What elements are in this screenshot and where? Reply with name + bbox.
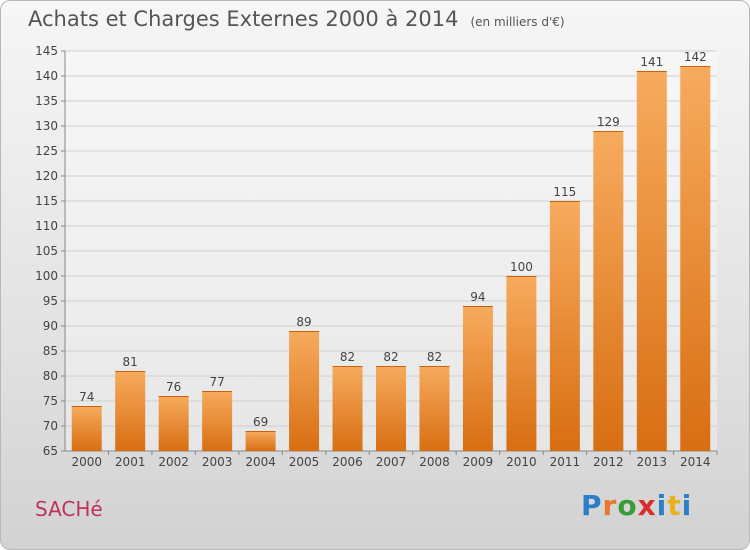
bar — [71, 406, 102, 451]
data-label: 77 — [209, 375, 224, 389]
y-tick-label: 105 — [35, 244, 58, 258]
y-tick-label: 80 — [43, 369, 58, 383]
y-tick-label: 115 — [35, 194, 58, 208]
x-tick-label: 2002 — [158, 455, 189, 469]
data-label: 74 — [79, 390, 94, 404]
x-tick-label: 2011 — [550, 455, 581, 469]
brand-letter: x — [637, 489, 657, 522]
bar — [158, 396, 189, 451]
x-tick-label: 2010 — [506, 455, 537, 469]
data-label: 69 — [253, 415, 268, 429]
data-label: 129 — [597, 115, 620, 129]
x-tick-label: 2007 — [376, 455, 407, 469]
bar — [419, 366, 450, 451]
chart-title-block: Achats et Charges Externes 2000 à 2014 (e… — [28, 7, 565, 31]
brand-letter: t — [667, 489, 682, 522]
brand-logo: Proxiti — [581, 489, 692, 522]
x-tick-label: 2014 — [680, 455, 711, 469]
bar — [245, 431, 276, 451]
y-tick-label: 145 — [35, 44, 58, 58]
data-label: 89 — [296, 315, 311, 329]
x-tick-label: 2004 — [245, 455, 276, 469]
data-label: 81 — [123, 355, 138, 369]
y-tick-label: 125 — [35, 144, 58, 158]
x-tick-label: 2003 — [202, 455, 233, 469]
data-label: 82 — [340, 350, 355, 364]
bar — [202, 391, 233, 451]
bar — [549, 201, 580, 451]
y-tick-label: 120 — [35, 169, 58, 183]
y-tick-label: 90 — [43, 319, 58, 333]
brand-letter: P — [581, 489, 603, 522]
bar — [115, 371, 146, 451]
x-tick-label: 2012 — [593, 455, 624, 469]
brand-letter: i — [656, 489, 668, 522]
y-tick-label: 100 — [35, 269, 58, 283]
x-tick-label: 2008 — [419, 455, 450, 469]
y-tick-label: 75 — [43, 394, 58, 408]
y-tick-label: 130 — [35, 119, 58, 133]
y-tick-label: 95 — [43, 294, 58, 308]
bar — [462, 306, 493, 451]
y-tick-label: 85 — [43, 344, 58, 358]
chart-subtitle: (en milliers d'€) — [470, 15, 565, 29]
chart-title: Achats et Charges Externes 2000 à 2014 — [28, 7, 459, 31]
bar — [636, 71, 667, 451]
data-label: 100 — [510, 260, 533, 274]
bar — [506, 276, 537, 451]
y-tick-label: 140 — [35, 69, 58, 83]
brand-letter: r — [602, 489, 618, 522]
x-tick-label: 2001 — [115, 455, 146, 469]
x-tick-label: 2009 — [463, 455, 494, 469]
data-label: 94 — [470, 290, 485, 304]
data-label: 141 — [640, 55, 663, 69]
x-tick-label: 2013 — [637, 455, 668, 469]
y-tick-label: 110 — [35, 219, 58, 233]
bar — [680, 66, 711, 451]
data-label: 76 — [166, 380, 181, 394]
bar — [593, 131, 624, 451]
y-tick-label: 135 — [35, 94, 58, 108]
data-label: 142 — [684, 50, 707, 64]
bar — [332, 366, 363, 451]
data-label: 82 — [427, 350, 442, 364]
bar — [376, 366, 406, 451]
data-label: 82 — [383, 350, 398, 364]
brand-letter: i — [681, 489, 693, 522]
x-tick-label: 2000 — [71, 455, 102, 469]
y-tick-label: 70 — [43, 419, 58, 433]
x-tick-label: 2005 — [289, 455, 320, 469]
data-label: 115 — [553, 185, 576, 199]
brand-letter: o — [617, 489, 638, 522]
place-name: SACHé — [35, 497, 103, 521]
bar — [289, 331, 320, 451]
x-tick-label: 2006 — [332, 455, 363, 469]
y-tick-label: 65 — [43, 444, 58, 458]
